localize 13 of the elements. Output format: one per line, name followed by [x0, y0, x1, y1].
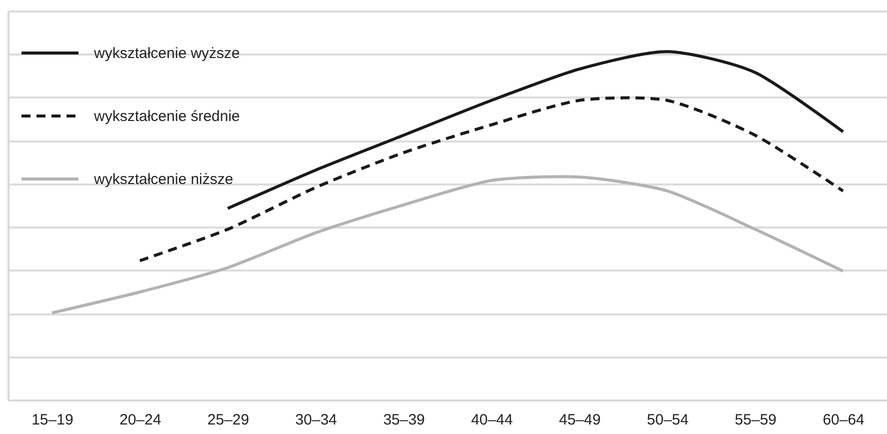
- legend-label: wykształcenie wyższe: [93, 45, 240, 62]
- x-tick-label: 60–64: [822, 412, 864, 428]
- x-tick-label: 20–24: [119, 412, 162, 428]
- x-tick-label: 35–39: [383, 412, 425, 428]
- legend-label: wykształcenie średnie: [93, 108, 240, 125]
- legend-label: wykształcenie niższe: [93, 171, 234, 188]
- x-tick-label: 40–44: [471, 412, 513, 428]
- x-tick-label: 45–49: [558, 412, 601, 428]
- x-tick-label: 50–54: [646, 412, 689, 428]
- x-tick-label: 30–34: [295, 412, 338, 428]
- x-tick-label: 15–19: [32, 412, 74, 428]
- x-tick-label: 25–29: [207, 412, 250, 428]
- x-tick-label: 55–59: [734, 412, 777, 428]
